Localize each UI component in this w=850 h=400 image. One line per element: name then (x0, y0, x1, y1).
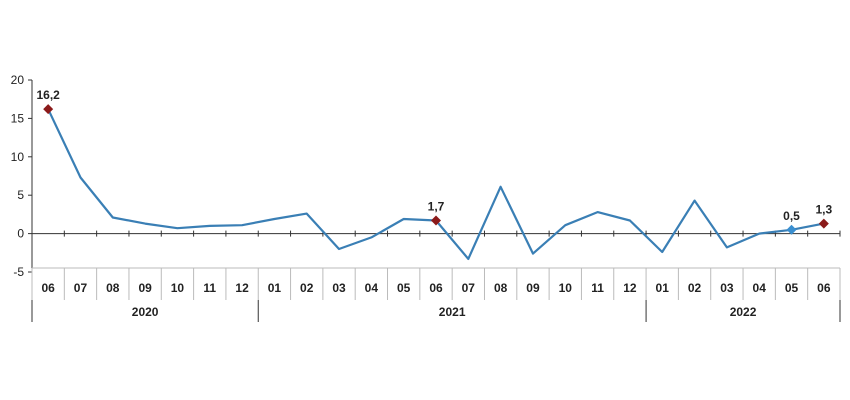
y-tick-label: -5 (13, 265, 24, 279)
year-label: 2020 (132, 305, 159, 319)
x-tick-label: 05 (397, 281, 411, 295)
x-tick-label: 05 (785, 281, 799, 295)
x-tick-label: 06 (41, 281, 55, 295)
y-tick-label: 10 (11, 150, 25, 164)
data-point-marker (786, 224, 797, 235)
x-tick-label: 12 (235, 281, 249, 295)
x-tick-label: 07 (74, 281, 88, 295)
x-tick-label: 04 (365, 281, 379, 295)
x-tick-label: 04 (753, 281, 767, 295)
x-axis: 06 07 08 09 10 11 12 01 02 03 04 05 06 07 08 09 10 11 12 01… (31, 230, 841, 322)
x-tick-label: 02 (688, 281, 702, 295)
data-label: 0,5 (783, 209, 800, 223)
x-tick-label: 12 (623, 281, 637, 295)
x-tick-label: 08 (494, 281, 508, 295)
data-label: 1,7 (428, 200, 445, 214)
data-label: 1,3 (815, 203, 832, 217)
data-point-marker (818, 218, 829, 229)
x-tick-label: 03 (332, 281, 346, 295)
x-tick-label: 03 (720, 281, 734, 295)
data-label: 16,2 (36, 88, 60, 102)
year-label: 2022 (730, 305, 757, 319)
series (47, 108, 825, 260)
x-tick-label: 01 (268, 281, 282, 295)
y-tick-label: 0 (17, 227, 24, 241)
x-tick-label: 09 (526, 281, 540, 295)
y-tick-label: 5 (17, 188, 24, 202)
x-tick-label: 02 (300, 281, 314, 295)
x-tick-label: 11 (591, 281, 604, 295)
x-tick-label: 10 (171, 281, 185, 295)
year-label: 2021 (439, 305, 466, 319)
x-tick-label: 11 (203, 281, 216, 295)
x-tick-label: 06 (429, 281, 443, 295)
x-tick-label: 09 (138, 281, 152, 295)
x-tick-label: 01 (656, 281, 670, 295)
data-point-marker (43, 104, 54, 115)
x-tick-label: 08 (106, 281, 120, 295)
x-tick-label: 06 (817, 281, 831, 295)
series-line (47, 108, 825, 260)
data-point-marker (431, 215, 441, 226)
y-tick-label: 20 (11, 73, 25, 87)
y-tick-label: 15 (11, 111, 25, 125)
x-tick-label: 10 (559, 281, 573, 295)
annotations: 16,2 1,7 0,5 1,3 (36, 88, 833, 235)
y-axis: -5 0 5 10 15 20 (11, 73, 33, 279)
x-tick-label: 07 (462, 281, 476, 295)
